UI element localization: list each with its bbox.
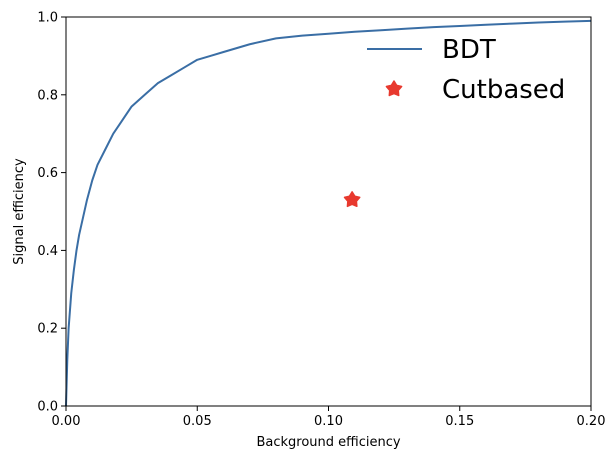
x-axis-label: Background efficiency	[256, 435, 400, 450]
y-tick-label: 0.2	[37, 322, 58, 337]
series-bdt-line	[65, 19, 592, 407]
legend-cutbased-marker	[385, 80, 403, 97]
x-tick-label: 0.05	[183, 414, 212, 429]
legend: BDT Cutbased	[367, 35, 565, 105]
y-tick-label: 0.0	[37, 400, 58, 415]
x-tick-label: 0.20	[577, 414, 606, 429]
y-tick-label: 0.8	[37, 88, 58, 103]
series-cutbased-point	[343, 191, 361, 208]
y-tick-label: 0.4	[37, 244, 58, 259]
y-tick-label: 1.0	[37, 11, 58, 26]
y-axis-ticks: 0.0 0.2 0.4 0.6 0.8 1.0	[37, 11, 66, 415]
x-axis-ticks: 0.00 0.05 0.10 0.15 0.20	[52, 406, 606, 429]
x-tick-label: 0.10	[314, 414, 343, 429]
legend-cutbased-label: Cutbased	[442, 75, 565, 105]
series-layer	[65, 19, 592, 407]
legend-bdt-label: BDT	[442, 35, 496, 65]
y-tick-label: 0.6	[37, 166, 58, 181]
y-axis-label: Signal efficiency	[12, 158, 27, 265]
x-tick-label: 0.00	[52, 414, 81, 429]
x-tick-label: 0.15	[445, 414, 474, 429]
